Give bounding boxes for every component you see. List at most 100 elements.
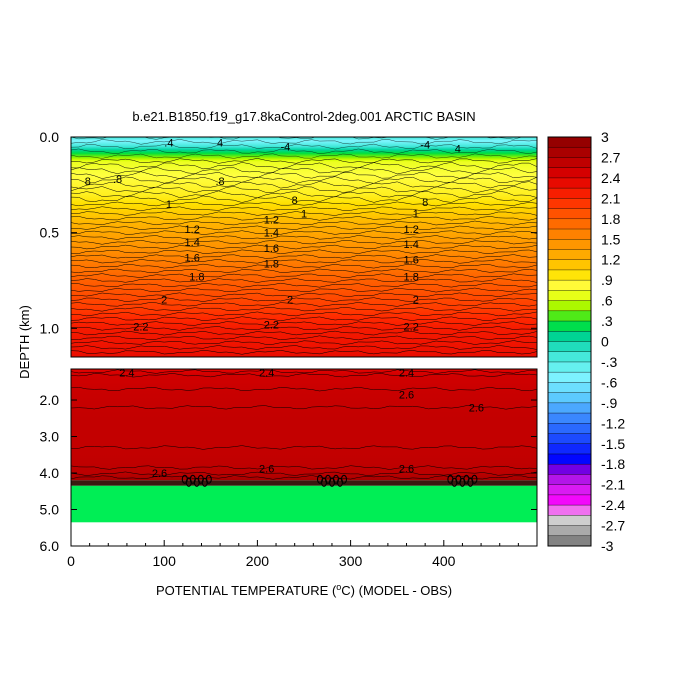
y-tick-label: 5.0 — [40, 502, 60, 518]
contour-line-lower — [71, 405, 537, 410]
contour-cluster — [471, 474, 478, 484]
y-tick-label: 0.5 — [40, 225, 60, 241]
contour-line-upper — [71, 220, 537, 226]
contour-label: 2.2 — [133, 321, 148, 333]
chart-title: b.e21.B1850.f19_g17.8kaControl-2deg.001 … — [132, 109, 475, 124]
contour-label: 1 — [166, 199, 172, 211]
contour-line-upper — [71, 302, 537, 307]
contour-line-upper — [71, 349, 537, 355]
x-tick-label: 400 — [432, 553, 456, 569]
y-tick-label: 2.0 — [40, 392, 60, 408]
colorbar-cell — [548, 525, 591, 537]
contour-line-lower — [71, 471, 537, 476]
contour-label: 1.2 — [404, 224, 419, 236]
contour-line-upper — [71, 321, 537, 326]
colorbar-cell — [548, 433, 591, 445]
contour-label: 1.8 — [189, 272, 204, 284]
colorbar-label: 2.4 — [601, 170, 621, 186]
colorbar-cell — [548, 494, 591, 506]
contour-line-lower — [71, 475, 537, 480]
x-axis-label-pre: POTENTIAL TEMPERATURE ( — [156, 583, 337, 598]
upper-y-axis: 0.0 0.5 1.0 — [40, 129, 537, 336]
contour-line-upper — [71, 235, 537, 240]
colorbar-label: -.3 — [601, 354, 618, 370]
contour-label: 2.6 — [259, 464, 274, 476]
x-tick-label: 300 — [339, 553, 363, 569]
contour-line-upper — [71, 225, 537, 231]
contour-line-upper — [71, 326, 537, 331]
contour-line-upper — [71, 292, 537, 298]
contour-line-upper — [71, 166, 537, 175]
x-tick-label: 200 — [246, 553, 270, 569]
contour-line-upper — [71, 143, 537, 150]
colorbar-cell — [548, 218, 591, 230]
colorbar-cell — [548, 177, 591, 189]
x-tick-label: 0 — [67, 553, 75, 569]
x-axis-label-unit: o — [336, 582, 341, 592]
contour-line-upper — [71, 216, 537, 221]
contour-label: 1 — [301, 209, 307, 221]
colorbar-cell — [548, 453, 591, 465]
contour-label: .8 — [216, 176, 225, 188]
contour-line-upper — [71, 201, 537, 207]
y-tick-label: 6.0 — [40, 538, 60, 554]
contour-label: 1.2 — [185, 224, 200, 236]
colorbar-cell — [548, 331, 591, 342]
contour-label: 1.8 — [404, 272, 419, 284]
colorbar-cell — [548, 361, 591, 373]
contour-label: 1.8 — [264, 258, 279, 270]
contour-label: .8 — [113, 174, 122, 186]
colorbar-cell — [548, 300, 591, 312]
lower-panel-frame — [70, 368, 538, 547]
contour-label: -4 — [420, 140, 430, 152]
colorbar-cell — [548, 280, 591, 291]
lower-depth-panel: 2.4 2.4 2.4 2.6 2.6 2.6 2.6 2.6 2.0 3.0 4.0 5.0 6.0… — [40, 368, 538, 569]
contour-label: 8 — [292, 195, 298, 207]
contour-label: 1.6 — [264, 243, 279, 255]
contour-label: 2.4 — [399, 368, 414, 380]
bottom-contour-clusters — [181, 474, 478, 487]
contour-label: 8 — [85, 176, 91, 188]
upper-contour-labels: 1.21.41.61.8-4 -411 11.21.41.61.81.21.41.6… — [85, 138, 461, 334]
contour-line-upper — [71, 139, 537, 145]
contour-line-upper — [71, 335, 537, 341]
colorbar-cell — [548, 208, 591, 220]
contour-label: 2 — [161, 295, 167, 307]
contour-line-upper — [71, 268, 537, 274]
contour-line-upper — [71, 176, 537, 184]
contour-line-upper — [71, 249, 537, 255]
colorbar-cell — [548, 341, 591, 353]
x-axis-label-post: C) (MODEL - OBS) — [341, 583, 452, 598]
contour-label: 4 — [217, 138, 223, 150]
contour-cluster — [205, 474, 212, 484]
colorbar-cell — [548, 464, 591, 475]
contour-line-upper — [71, 282, 537, 288]
contour-label: 1.4 — [404, 239, 419, 251]
colorbar-label: 1.2 — [601, 252, 621, 268]
contour-line-upper — [71, 230, 537, 235]
colorbar-cell — [548, 413, 591, 424]
colorbar-cell — [548, 505, 591, 516]
contour-line-upper — [71, 171, 537, 179]
colorbar-label: -.6 — [601, 374, 618, 390]
contour-label: 1 — [413, 209, 419, 221]
contour-label: 2.2 — [404, 321, 419, 333]
upper-panel-frame — [70, 136, 538, 358]
colorbar-label: 2.7 — [601, 149, 621, 165]
contour-line-lower — [71, 386, 537, 392]
colorbar-cell — [548, 147, 591, 158]
contour-line-upper — [71, 340, 537, 345]
colorbar-frame — [547, 136, 592, 547]
colorbar-label: -3 — [601, 538, 614, 554]
colorbar-label: -1.2 — [601, 415, 625, 431]
colorbar: 3 2.7 2.4 2.1 1.8 1.5 1.2 .9 .6 .3 0 -.3 -.6 -.9 -1.2 -… — [547, 129, 625, 554]
colorbar-labels: 3 2.7 2.4 2.1 1.8 1.5 1.2 .9 .6 .3 0 -.3 -.6 -.9 -1.2 -… — [601, 129, 625, 554]
y-tick-label: 3.0 — [40, 429, 60, 445]
lower-contour-labels: 2.4 2.4 2.4 2.6 2.6 2.6 2.6 2.6 — [119, 368, 484, 480]
contour-line-upper — [71, 137, 523, 140]
lower-panel-fill — [71, 369, 537, 481]
contour-label: .4 — [164, 138, 173, 150]
contour-label: 2.4 — [259, 368, 274, 380]
contour-line-upper — [71, 254, 537, 259]
